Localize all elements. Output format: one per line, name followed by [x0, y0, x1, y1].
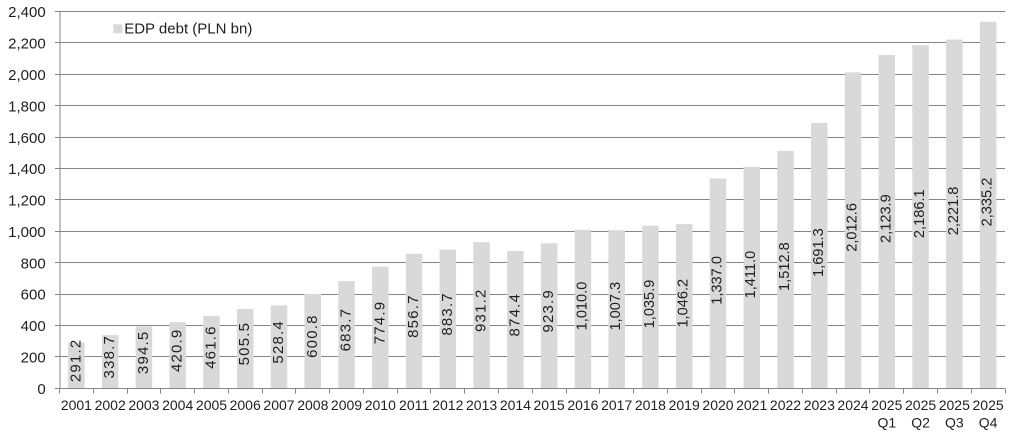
svg-text:338.7: 338.7 — [101, 335, 118, 379]
svg-text:800: 800 — [21, 255, 46, 272]
svg-text:2025: 2025 — [905, 397, 936, 413]
svg-text:1,800: 1,800 — [8, 98, 46, 115]
svg-text:2013: 2013 — [466, 397, 497, 413]
svg-text:1,411.0: 1,411.0 — [743, 251, 759, 299]
svg-text:528.4: 528.4 — [270, 320, 287, 364]
svg-text:2005: 2005 — [196, 397, 227, 413]
svg-text:2018: 2018 — [635, 397, 666, 413]
svg-text:600.8: 600.8 — [304, 314, 321, 358]
svg-text:2,221.8: 2,221.8 — [946, 187, 962, 236]
svg-text:2,186.1: 2,186.1 — [912, 189, 928, 238]
svg-text:2020: 2020 — [702, 397, 733, 413]
svg-text:2014: 2014 — [500, 397, 531, 413]
svg-text:2023: 2023 — [804, 397, 835, 413]
svg-text:923.9: 923.9 — [540, 289, 557, 333]
svg-text:856.7: 856.7 — [405, 294, 422, 338]
svg-text:EDP debt (PLN bn): EDP debt (PLN bn) — [124, 20, 252, 37]
svg-text:1,512.8: 1,512.8 — [777, 242, 793, 291]
svg-text:200: 200 — [21, 350, 46, 367]
svg-text:1,400: 1,400 — [8, 161, 46, 178]
svg-text:Q4: Q4 — [979, 414, 998, 430]
svg-text:2,012.6: 2,012.6 — [845, 203, 861, 252]
svg-text:683.7: 683.7 — [338, 308, 355, 352]
svg-text:2025: 2025 — [973, 397, 1004, 413]
svg-text:1,035.9: 1,035.9 — [642, 280, 658, 329]
svg-text:Q2: Q2 — [911, 414, 930, 430]
svg-text:2021: 2021 — [736, 397, 767, 413]
svg-text:2,200: 2,200 — [8, 36, 46, 53]
svg-text:394.5: 394.5 — [135, 331, 152, 375]
svg-text:291.2: 291.2 — [67, 339, 84, 383]
svg-text:2009: 2009 — [331, 397, 362, 413]
svg-text:505.5: 505.5 — [236, 322, 253, 366]
svg-text:2001: 2001 — [61, 397, 92, 413]
svg-text:400: 400 — [21, 318, 46, 335]
svg-text:883.7: 883.7 — [439, 292, 456, 336]
svg-text:2017: 2017 — [601, 397, 632, 413]
svg-text:2025: 2025 — [871, 397, 902, 413]
svg-text:2006: 2006 — [230, 397, 261, 413]
svg-text:2022: 2022 — [770, 397, 801, 413]
svg-text:2,000: 2,000 — [8, 67, 46, 84]
svg-text:0: 0 — [37, 381, 45, 398]
svg-text:1,337.0: 1,337.0 — [710, 256, 726, 305]
svg-text:1,200: 1,200 — [8, 193, 46, 210]
svg-text:2007: 2007 — [263, 397, 294, 413]
svg-text:1,007.3: 1,007.3 — [608, 282, 624, 331]
svg-text:2,123.9: 2,123.9 — [878, 194, 894, 243]
svg-text:2008: 2008 — [297, 397, 328, 413]
svg-text:2011: 2011 — [399, 397, 429, 413]
svg-text:2012: 2012 — [432, 397, 463, 413]
svg-text:2024: 2024 — [837, 397, 868, 413]
svg-text:2010: 2010 — [365, 397, 396, 413]
svg-text:2,335.2: 2,335.2 — [980, 178, 996, 227]
svg-text:420.9: 420.9 — [169, 329, 186, 373]
svg-text:2025: 2025 — [939, 397, 970, 413]
svg-text:931.2: 931.2 — [473, 288, 490, 332]
svg-text:2,400: 2,400 — [8, 4, 46, 21]
svg-text:600: 600 — [21, 287, 46, 304]
svg-text:Q1: Q1 — [877, 414, 896, 430]
svg-text:1,600: 1,600 — [8, 130, 46, 147]
svg-text:1,000: 1,000 — [8, 224, 46, 241]
svg-text:2019: 2019 — [669, 397, 700, 413]
svg-text:1,691.3: 1,691.3 — [811, 228, 827, 277]
svg-text:2002: 2002 — [95, 397, 126, 413]
svg-text:874.4: 874.4 — [506, 293, 523, 337]
svg-text:Q3: Q3 — [945, 414, 964, 430]
svg-text:2003: 2003 — [128, 397, 159, 413]
svg-text:2004: 2004 — [162, 397, 193, 413]
svg-text:1,010.0: 1,010.0 — [574, 282, 590, 331]
svg-text:2016: 2016 — [567, 397, 598, 413]
svg-text:2015: 2015 — [534, 397, 565, 413]
svg-text:774.9: 774.9 — [371, 301, 388, 345]
svg-text:461.6: 461.6 — [203, 325, 220, 369]
svg-text:1,046.2: 1,046.2 — [676, 279, 692, 328]
